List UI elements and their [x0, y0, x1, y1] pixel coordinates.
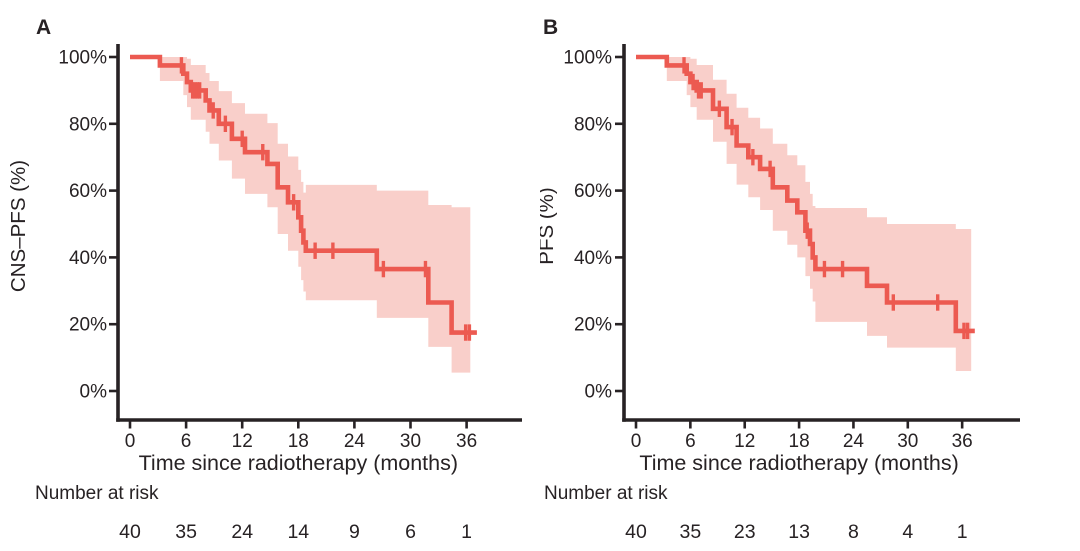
x-tick-label: 6	[685, 431, 696, 452]
risk-count: 4	[902, 521, 913, 543]
risk-count: 23	[734, 521, 756, 543]
y-tick-label: 40%	[574, 248, 612, 269]
y-tick-label: 0%	[585, 382, 613, 403]
risk-count: 35	[175, 521, 197, 543]
y-tick-label: 80%	[69, 114, 107, 135]
y-tick-label: 20%	[69, 315, 107, 336]
x-tick-label: 36	[952, 431, 973, 452]
risk-count: 40	[625, 521, 647, 543]
risk-count: 13	[788, 521, 810, 543]
y-tick-label: 80%	[574, 114, 612, 135]
y-tick-label: 60%	[574, 181, 612, 202]
risk-count: 1	[957, 521, 968, 543]
y-axis-title: PFS (%)	[540, 187, 558, 264]
y-tick-label: 40%	[69, 248, 107, 269]
y-tick-label: 60%	[69, 181, 107, 202]
risk-count: 14	[287, 521, 309, 543]
risk-count: 40	[119, 521, 141, 543]
y-axis-title: CNS–PFS (%)	[7, 160, 30, 292]
risk-count: 6	[405, 521, 416, 543]
y-tick-label: 0%	[80, 382, 108, 403]
x-tick-label: 0	[125, 431, 136, 452]
x-tick-label: 18	[789, 431, 810, 452]
y-tick-label: 20%	[574, 315, 612, 336]
confidence-band	[159, 57, 471, 373]
x-tick-label: 12	[232, 431, 253, 452]
risk-count: 24	[231, 521, 253, 543]
panel-letter: A	[36, 16, 51, 39]
risk-count: 8	[848, 521, 859, 543]
x-tick-label: 24	[843, 431, 865, 452]
x-tick-label: 24	[344, 431, 366, 452]
risk-count: 9	[349, 521, 360, 543]
x-tick-label: 30	[897, 431, 918, 452]
x-tick-label: 18	[288, 431, 309, 452]
x-tick-label: 0	[631, 431, 642, 452]
x-tick-label: 12	[734, 431, 755, 452]
risk-count: 1	[461, 521, 472, 543]
x-tick-label: 36	[456, 431, 477, 452]
confidence-band	[666, 57, 972, 371]
risk-count: 35	[680, 521, 702, 543]
survival-curve	[130, 54, 477, 335]
x-axis-title: Time since radiotherapy (months)	[639, 451, 958, 475]
risk-table-label: Number at risk	[544, 483, 668, 504]
x-axis-title: Time since radiotherapy (months)	[139, 451, 458, 475]
panel-letter: B	[543, 16, 558, 39]
y-tick-label: 100%	[563, 48, 612, 69]
risk-table-label: Number at risk	[35, 483, 159, 504]
y-tick-label: 100%	[58, 48, 107, 69]
x-tick-label: 30	[400, 431, 421, 452]
x-tick-label: 6	[181, 431, 192, 452]
